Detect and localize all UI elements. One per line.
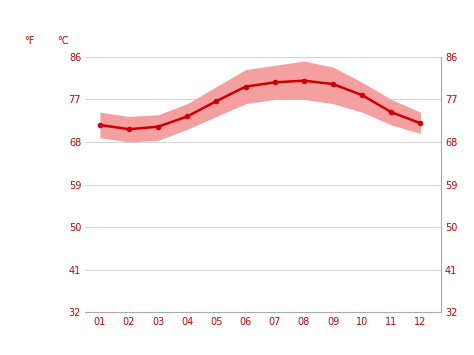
- Text: °C: °C: [57, 36, 68, 46]
- Text: °F: °F: [24, 36, 34, 46]
